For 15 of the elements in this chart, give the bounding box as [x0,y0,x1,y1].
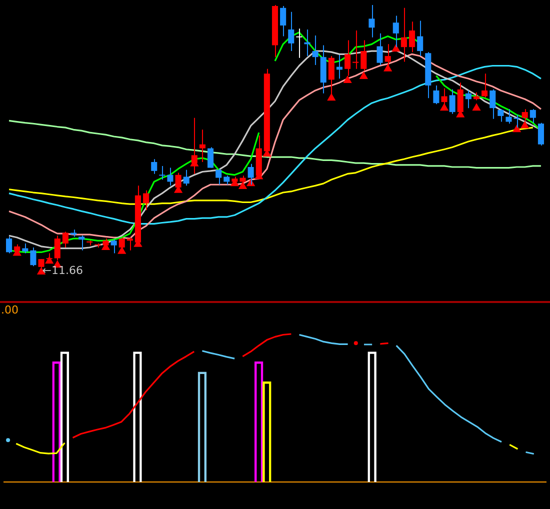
point [344,76,352,83]
point [392,44,400,52]
point [118,246,126,254]
text: .00 [1,303,18,316]
point [45,256,54,264]
point [230,179,239,186]
point [327,94,336,101]
point [360,72,368,80]
point [520,121,529,128]
point [512,125,521,132]
candlestick [506,108,512,124]
point [238,182,247,189]
point [472,104,480,111]
point [384,64,392,72]
annotation: ←11.66 [42,264,83,277]
